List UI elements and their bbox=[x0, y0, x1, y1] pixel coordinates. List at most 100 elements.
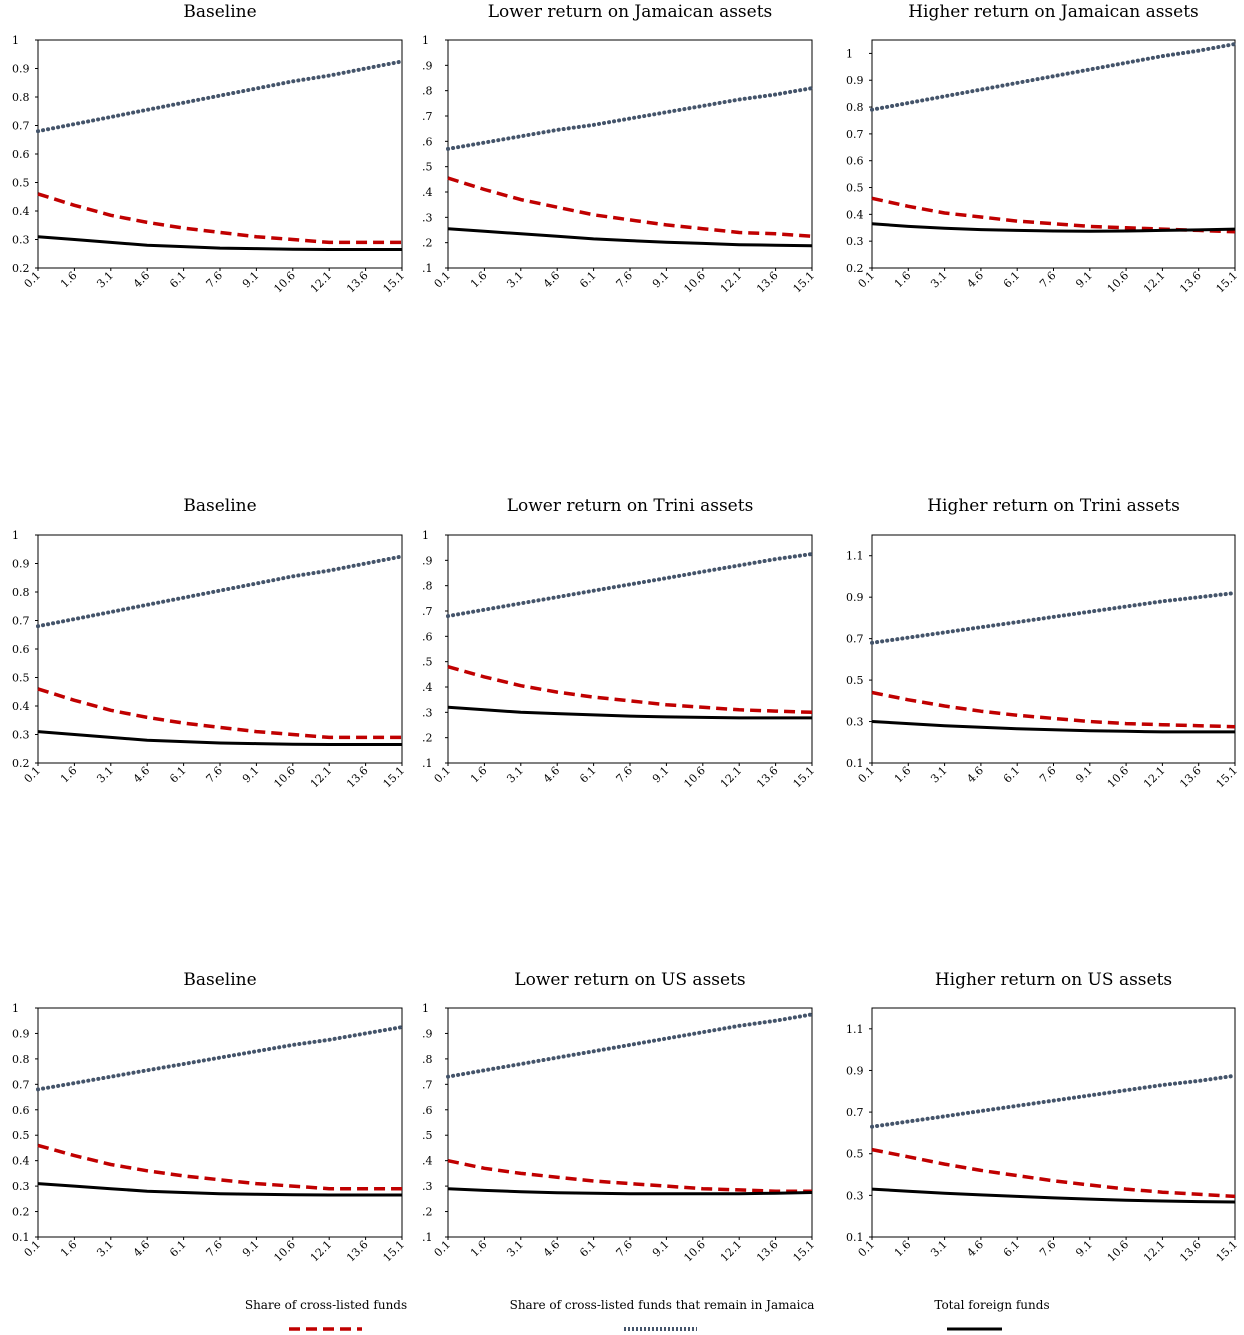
x-tick-label: 9.1 bbox=[650, 764, 672, 786]
x-tick-label: 13.6 bbox=[754, 269, 781, 296]
x-tick-label: 7.6 bbox=[204, 1238, 226, 1260]
chart-title: Higher return on US assets bbox=[935, 970, 1172, 990]
chart-panel: Higher return on Jamaican assets 0.2 0.3 0.… bbox=[846, 2, 1240, 295]
y-tick-label: 0.2 bbox=[12, 1206, 30, 1219]
x-tick-label: 7.6 bbox=[614, 764, 636, 786]
legend-label-total-foreign: Total foreign funds bbox=[934, 1298, 1049, 1312]
y-tick-label: 0.8 bbox=[846, 101, 864, 114]
x-tick-label: 9.1 bbox=[1073, 764, 1095, 786]
x-tick-label: 1.6 bbox=[58, 764, 80, 786]
plot-frame bbox=[37, 534, 403, 764]
x-tick-label: 9.1 bbox=[650, 1238, 672, 1260]
y-tick-label: 0.7 bbox=[12, 615, 30, 628]
series-line-total-foreign bbox=[447, 705, 812, 720]
y-tick-label: 0.8 bbox=[12, 91, 30, 104]
chart-title: Lower return on Trini assets bbox=[507, 496, 754, 516]
x-tick-label: 6.1 bbox=[1001, 269, 1023, 291]
x-tick-label: 3.1 bbox=[94, 1238, 116, 1260]
y-tick-label: .5 bbox=[422, 1129, 433, 1142]
x-tick-label: 4.6 bbox=[541, 269, 563, 291]
y-tick-label: 0.2 bbox=[12, 757, 30, 770]
chart-title: Higher return on Trini assets bbox=[927, 496, 1180, 516]
y-tick-label: .8 bbox=[422, 580, 433, 593]
series-line-remain-in-jamaica bbox=[446, 552, 814, 619]
y-tick-label: 0.3 bbox=[846, 235, 864, 248]
y-tick-label: 0.9 bbox=[846, 1064, 864, 1077]
x-tick-label: 12.1 bbox=[718, 764, 745, 791]
plot-frame bbox=[447, 1007, 813, 1238]
series-line-total-foreign bbox=[871, 720, 1235, 734]
x-tick-label: 3.1 bbox=[928, 1238, 950, 1260]
y-tick-label: 0.3 bbox=[846, 1189, 864, 1202]
y-tick-label: .9 bbox=[422, 59, 433, 72]
x-tick-label: 15.1 bbox=[791, 1238, 818, 1265]
y-tick-label: 0.7 bbox=[846, 128, 864, 141]
y-tick-label: 1 bbox=[12, 529, 19, 542]
x-tick-label: 3.1 bbox=[504, 764, 526, 786]
x-tick-label: 1.6 bbox=[468, 764, 490, 786]
x-tick-label: 10.6 bbox=[271, 764, 298, 791]
x-tick-label: 3.1 bbox=[504, 1238, 526, 1260]
legend-label-cross-listed: Share of cross-listed funds bbox=[245, 1298, 407, 1312]
series-line-cross-listed bbox=[447, 176, 813, 239]
x-tick-label: 4.6 bbox=[131, 1238, 153, 1260]
series-line-total-foreign bbox=[37, 235, 402, 251]
y-tick-label: 0.1 bbox=[12, 1231, 30, 1244]
y-tick-label: .6 bbox=[422, 630, 433, 643]
x-tick-label: 10.6 bbox=[681, 1238, 708, 1265]
chart-panel: Lower return on Trini assets .1 .2 .3 .4 .5 .6… bbox=[422, 496, 817, 790]
y-tick-label: 0.3 bbox=[12, 234, 30, 247]
y-tick-label: 0.7 bbox=[12, 1078, 30, 1091]
series-line-total-foreign bbox=[871, 1187, 1236, 1204]
legend-label-remain-in-jamaica: Share of cross-listed funds that remain … bbox=[510, 1298, 815, 1312]
y-tick-label: 1 bbox=[422, 529, 429, 542]
x-tick-label: 1.6 bbox=[58, 1238, 80, 1260]
y-tick-label: .7 bbox=[422, 1078, 433, 1091]
x-tick-label: 13.6 bbox=[344, 269, 371, 296]
x-tick-label: 10.6 bbox=[681, 764, 708, 791]
x-tick-label: 4.6 bbox=[964, 764, 986, 786]
y-tick-label: .1 bbox=[422, 262, 433, 275]
y-tick-label: 0.5 bbox=[846, 182, 864, 195]
chart-panel: Lower return on US assets .1 .2 .3 .4 .5 .6 .7.… bbox=[422, 970, 817, 1264]
x-tick-label: 15.1 bbox=[1214, 764, 1241, 791]
y-tick-label: 0.2 bbox=[12, 262, 30, 275]
y-tick-label: .6 bbox=[422, 1104, 433, 1117]
y-tick-label: 0.5 bbox=[846, 1148, 864, 1161]
y-tick-label: 0.5 bbox=[846, 674, 864, 687]
y-tick-label: 0.7 bbox=[846, 633, 864, 646]
x-tick-label: 0.1 bbox=[432, 269, 454, 291]
x-tick-label: 4.6 bbox=[131, 764, 153, 786]
x-tick-label: 15.1 bbox=[381, 269, 408, 296]
x-tick-label: 12.1 bbox=[308, 269, 335, 296]
y-tick-label: 0.5 bbox=[12, 672, 30, 685]
series-line-cross-listed bbox=[37, 1143, 402, 1191]
legend: Share of cross-listed funds Share of cro… bbox=[245, 1298, 1050, 1331]
series-line-remain-in-jamaica bbox=[870, 1073, 1237, 1129]
y-tick-label: 0.6 bbox=[846, 155, 864, 168]
y-tick-label: 0.9 bbox=[846, 74, 864, 87]
x-tick-label: 12.1 bbox=[1141, 1238, 1168, 1265]
x-tick-label: 15.1 bbox=[1214, 269, 1241, 296]
series-line-remain-in-jamaica bbox=[36, 59, 404, 134]
x-tick-label: 1.6 bbox=[58, 269, 80, 291]
y-tick-label: 0.4 bbox=[12, 1155, 30, 1168]
x-tick-label: 12.1 bbox=[1141, 764, 1168, 791]
y-tick-label: 0.7 bbox=[12, 120, 30, 133]
x-tick-label: 6.1 bbox=[167, 764, 189, 786]
y-tick-label: 0.3 bbox=[12, 1180, 30, 1193]
y-tick-label: 0.5 bbox=[12, 1129, 30, 1142]
y-tick-label: 1 bbox=[422, 34, 429, 47]
x-tick-label: 9.1 bbox=[240, 764, 262, 786]
y-tick-label: 0.9 bbox=[12, 558, 30, 571]
x-tick-label: 13.6 bbox=[1177, 764, 1204, 791]
x-tick-label: 12.1 bbox=[308, 764, 335, 791]
plot-frame bbox=[871, 39, 1236, 269]
y-tick-label: 0.6 bbox=[12, 1104, 30, 1117]
x-tick-label: 0.1 bbox=[432, 1238, 454, 1260]
y-tick-label: .5 bbox=[422, 161, 433, 174]
y-tick-label: 1 bbox=[12, 1002, 19, 1015]
series-line-remain-in-jamaica bbox=[870, 591, 1237, 645]
y-tick-label: 0.3 bbox=[846, 716, 864, 729]
